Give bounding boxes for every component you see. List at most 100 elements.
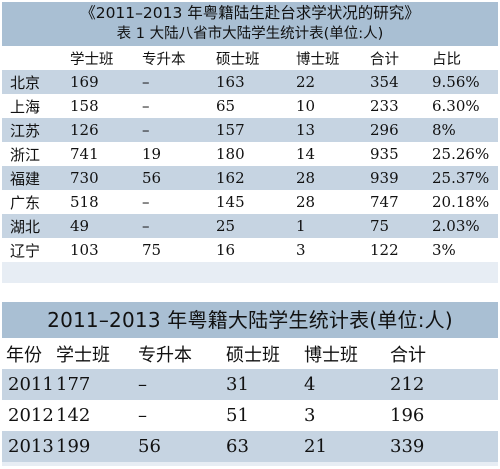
table-cell: 28 [296, 193, 316, 211]
table-cell: 20.18% [432, 193, 490, 211]
column-header: 占比 [432, 51, 461, 68]
table-cell: 49 [70, 217, 90, 235]
table-cell: 14 [296, 145, 316, 163]
table-cell: 9.56% [432, 73, 480, 91]
table-cell: 6.30% [432, 97, 480, 115]
table-row: 浙江 741 19 180 14 935 25.26% [2, 142, 498, 166]
table-cell: 142 [56, 405, 91, 426]
table-cell: 212 [390, 374, 425, 395]
table-header-row: 学士班 专升本 硕士班 博士班 合计 占比 [2, 46, 498, 70]
table-cell: 2.03% [432, 217, 480, 235]
table-cell: 63 [226, 436, 249, 457]
table-cell: – [142, 97, 150, 115]
table-gap [0, 283, 500, 302]
provinces-table-block: 《2011–2013 年粤籍陆生赴台求学状况的研究》 表 1 大陆八省市大陆学生… [2, 2, 498, 283]
table-row: 2012 142 – 51 3 196 [2, 400, 498, 431]
table-cell: 741 [70, 145, 99, 163]
table-cell: 163 [216, 73, 245, 91]
table-row: 湖北 49 – 25 1 75 2.03% [2, 214, 498, 238]
table-cell: 16 [216, 241, 236, 259]
table-cell: – [142, 121, 150, 139]
table-cell: 22 [296, 73, 316, 91]
table-cell: 180 [216, 145, 245, 163]
table-cell: 8% [432, 121, 456, 139]
table-cell: 145 [216, 193, 245, 211]
table-row: 上海 158 – 65 10 233 6.30% [2, 94, 498, 118]
table-cell: 196 [390, 405, 425, 426]
table-cell: 25.26% [432, 145, 490, 163]
column-header: 合计 [390, 344, 426, 366]
column-header: 年份 [6, 344, 42, 366]
row-label: 湖北 [10, 217, 41, 236]
table-cell: 199 [56, 436, 91, 457]
table-cell: 56 [138, 436, 161, 457]
column-header: 硕士班 [226, 344, 280, 366]
provinces-table: 学士班 专升本 硕士班 博士班 合计 占比 北京 169–163 22 354 9.56… [2, 46, 498, 262]
row-label: 2012 [8, 405, 54, 426]
table-cell: 31 [226, 374, 249, 395]
table-cell: 21 [304, 436, 327, 457]
column-header: 合计 [370, 51, 399, 68]
column-header [2, 46, 70, 70]
table-cell: – [138, 405, 147, 426]
table-cell: – [138, 374, 147, 395]
column-header: 专升本 [142, 51, 186, 68]
row-label: 上海 [10, 97, 41, 116]
table-cell: 3% [432, 241, 456, 259]
table-row: 北京 169 – 163 22 354 9.56% [2, 70, 498, 94]
table-cell: 939 [370, 169, 399, 187]
table-cell: 296 [370, 121, 399, 139]
row-label: 北京 [10, 73, 41, 92]
row-label: 江苏 [10, 121, 41, 140]
table-cell: 233 [370, 97, 399, 115]
table-cell: 162 [216, 169, 245, 187]
table-cell: 747 [370, 193, 399, 211]
table-cell: 1 [296, 217, 306, 235]
table-cell: 3 [296, 241, 306, 259]
table-cell: 75 [142, 241, 162, 259]
table-cell: – [142, 193, 150, 211]
guangdong-table: 年份 学士班 专升本 硕士班 博士班 合计 2011 177 – 31 4 212 2012… [2, 338, 498, 462]
table-cell: 56 [142, 169, 162, 187]
row-label: 辽宁 [10, 241, 41, 260]
table-row: 广东 518 – 145 28 747 20.18% [2, 190, 498, 214]
table-cell: 126 [70, 121, 99, 139]
row-label: 浙江 [10, 145, 41, 164]
table-cell: 75 [370, 217, 390, 235]
guangdong-table-block: 2011–2013 年粤籍大陆学生统计表(单位:人) 年份 学士班 专升本 硕士… [2, 302, 498, 466]
table-cell: 354 [370, 73, 399, 91]
table-cell: 157 [216, 121, 245, 139]
table-row: 福建 730 56 162 28 939 25.37% [2, 166, 498, 190]
table-cell: 3 [304, 405, 316, 426]
table-cell: 339 [390, 436, 425, 457]
column-header: 博士班 [296, 51, 340, 68]
table-cell: 518 [70, 193, 99, 211]
column-header: 博士班 [304, 344, 358, 366]
study-title: 《2011–2013 年粤籍陆生赴台求学状况的研究》 [2, 2, 498, 24]
table-cell: 730 [70, 169, 99, 187]
table-row: 江苏 126 – 157 13 296 8% [2, 118, 498, 142]
table-header-row: 年份 学士班 专升本 硕士班 博士班 合计 [2, 338, 498, 369]
table-cell: 103 [70, 241, 99, 259]
table-cell: 25 [216, 217, 236, 235]
table-cell: 122 [370, 241, 399, 259]
table-caption: 表 1 大陆八省市大陆学生统计表(单位:人) [2, 24, 498, 46]
table-cell: 51 [226, 405, 249, 426]
table-cell: 10 [296, 97, 316, 115]
table-row: 2013 199 56 63 21 339 [2, 431, 498, 462]
table-cell: 65 [216, 97, 236, 115]
row-label: 2013 [8, 436, 54, 457]
column-header: 专升本 [138, 344, 192, 366]
column-header: 学士班 [70, 51, 114, 68]
row-label: 广东 [10, 193, 41, 212]
table-cell: 177 [56, 374, 91, 395]
column-header: 学士班 [56, 344, 110, 366]
table-cell: – [142, 73, 150, 91]
row-label: 2011 [8, 374, 54, 395]
table-cell: 4 [304, 374, 316, 395]
table-cell: 25.37% [432, 169, 490, 187]
row-label: 福建 [10, 169, 41, 188]
table-cell: 28 [296, 169, 316, 187]
table-cell: 13 [296, 121, 316, 139]
table-caption: 2011–2013 年粤籍大陆学生统计表(单位:人) [2, 302, 498, 338]
